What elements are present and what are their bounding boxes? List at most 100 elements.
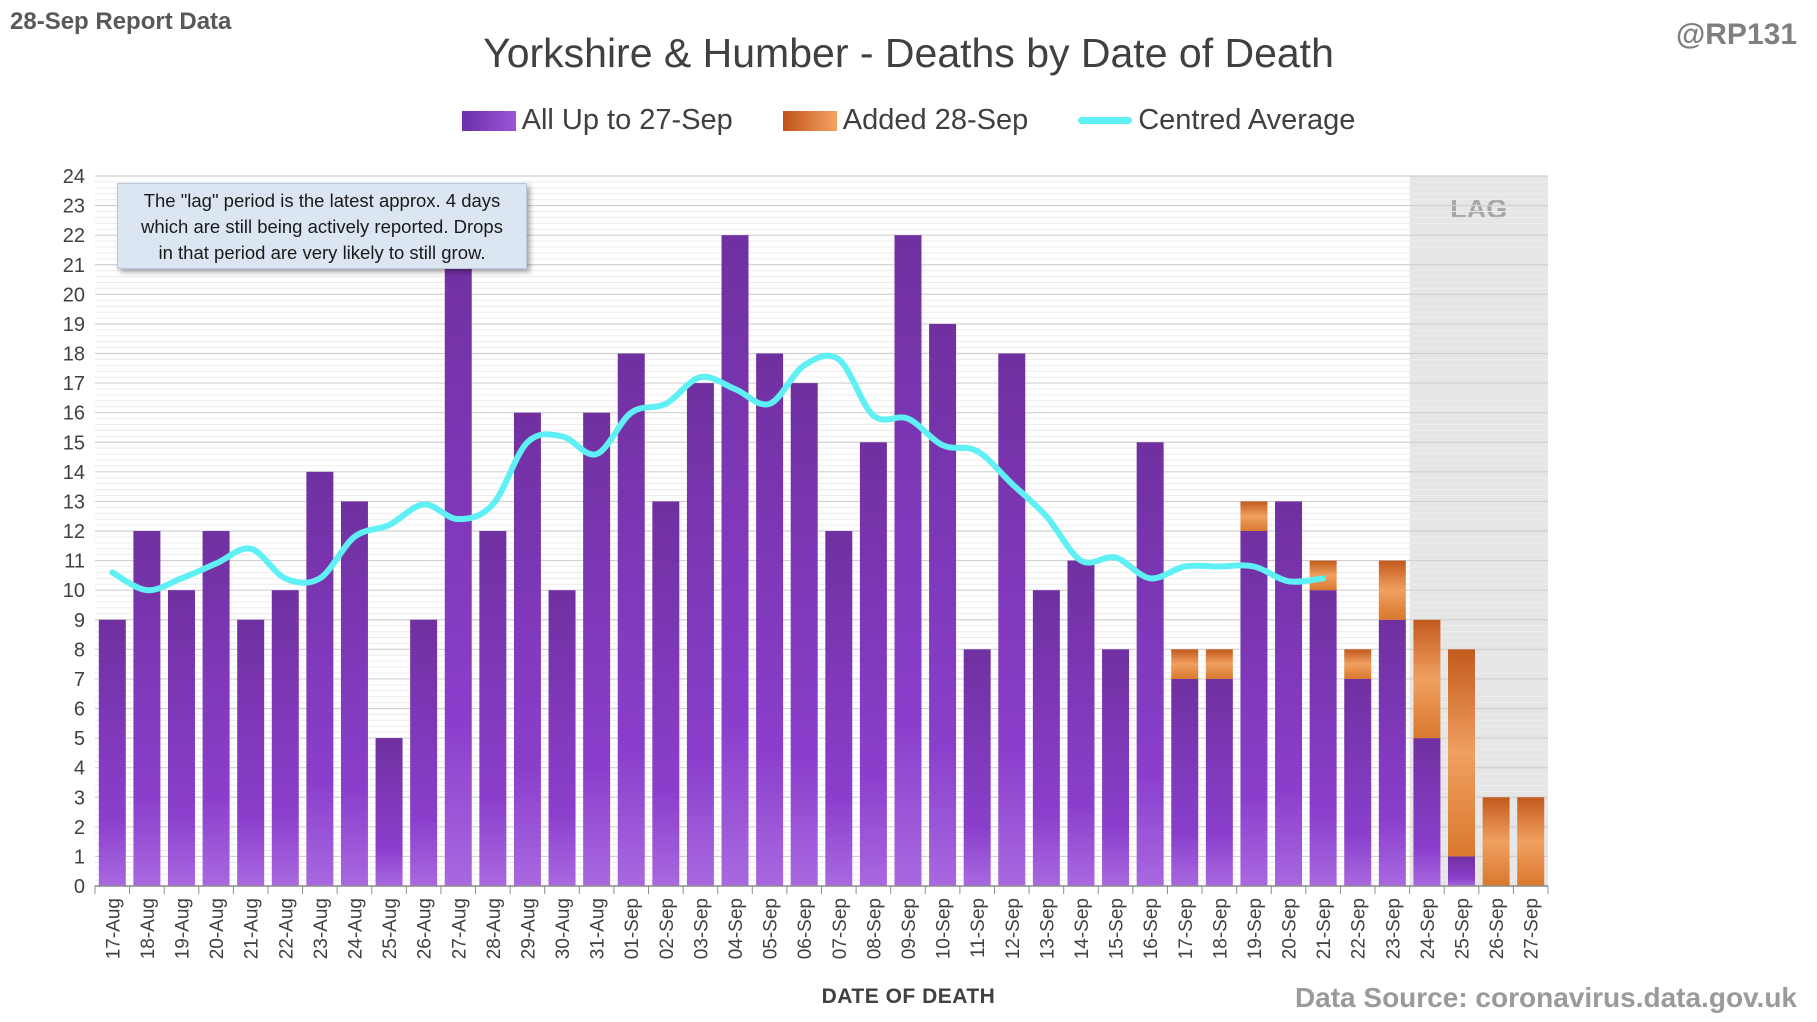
legend-swatch-all [461, 110, 516, 131]
x-tick-label: 20-Sep [1280, 898, 1301, 959]
legend-swatch-added [782, 110, 837, 131]
legend: All Up to 27-Sep Added 28-Sep Centred Av… [0, 104, 1817, 137]
lag-label: LAG [1450, 194, 1507, 224]
bar-all [963, 649, 991, 886]
y-tick-label: 12 [63, 521, 85, 543]
x-tick-label: 27-Sep [1522, 898, 1543, 959]
y-tick-label: 5 [74, 728, 85, 750]
y-tick-label: 0 [74, 876, 85, 898]
bar-all [98, 619, 126, 886]
bar-added [1344, 649, 1372, 679]
x-tick-label: 23-Sep [1383, 898, 1404, 959]
centred-average-line [109, 352, 1327, 594]
bar-all [1032, 590, 1060, 886]
bar-all [756, 353, 784, 886]
legend-label-average: Centred Average [1138, 104, 1356, 136]
x-tick-label: 05-Sep [761, 898, 782, 959]
x-tick-label: 21-Aug [242, 898, 263, 959]
x-tick-label: 22-Sep [1349, 898, 1370, 959]
bar-all [929, 323, 957, 887]
bar-all [1240, 531, 1268, 886]
bar-all [1275, 501, 1303, 886]
y-tick-label: 17 [63, 373, 85, 395]
annotation-line-1: The "lag" period is the latest approx. 4… [143, 190, 501, 211]
x-tick-label: 11-Sep [968, 898, 989, 958]
y-tick-label: 18 [63, 344, 85, 366]
x-tick-label: 22-Aug [276, 898, 297, 959]
bar-all [652, 501, 680, 886]
x-tick-label: 08-Sep [864, 898, 885, 959]
x-tick-label: 04-Sep [726, 898, 747, 959]
y-tick-label: 8 [74, 639, 85, 661]
y-tick-label: 9 [74, 610, 85, 632]
annotation-line-3: in that period are very likely to still … [158, 242, 486, 263]
bar-all [513, 412, 541, 886]
x-tick-label: 17-Aug [103, 898, 124, 959]
bar-all [1102, 649, 1130, 886]
legend-item-added: Added 28-Sep [782, 104, 1029, 137]
x-axis-title: DATE OF DEATH [821, 985, 996, 1008]
bar-all [998, 353, 1026, 886]
bar-all [1448, 856, 1476, 886]
y-tick-label: 2 [74, 817, 85, 839]
y-tick-label: 16 [63, 403, 85, 425]
y-tick-label: 4 [74, 758, 85, 780]
y-tick-label: 6 [74, 699, 85, 721]
x-tick-label: 25-Sep [1453, 898, 1474, 959]
x-tick-label: 25-Aug [380, 898, 401, 959]
x-tick-label: 18-Aug [138, 898, 159, 959]
bar-all [271, 590, 299, 886]
bar-all [410, 619, 438, 886]
legend-label-added: Added 28-Sep [842, 104, 1029, 136]
x-tick-label: 13-Sep [1037, 898, 1058, 959]
bar-added [1482, 797, 1510, 886]
legend-item-all: All Up to 27-Sep [461, 104, 733, 137]
x-tick-label: 17-Sep [1176, 898, 1197, 959]
bar-added [1448, 649, 1476, 857]
x-tick-label: 24-Aug [345, 898, 366, 959]
x-tick-label: 28-Aug [484, 898, 505, 959]
x-tick-label: 21-Sep [1314, 898, 1335, 959]
x-tick-label: 07-Sep [830, 898, 851, 959]
x-tick-label: 20-Aug [207, 898, 228, 959]
bar-all [1344, 678, 1372, 886]
y-tick-label: 21 [63, 255, 85, 277]
y-tick-label: 11 [64, 551, 85, 573]
y-tick-label: 10 [63, 580, 85, 602]
x-tick-label: 24-Sep [1418, 898, 1439, 959]
bar-added [1378, 560, 1406, 620]
x-tick-label: 27-Aug [449, 898, 470, 959]
bar-all [479, 531, 507, 886]
bar-all [721, 235, 749, 886]
x-tick-label: 15-Sep [1107, 898, 1128, 959]
bar-all [444, 235, 472, 886]
legend-item-average: Centred Average [1078, 104, 1355, 137]
bar-all [1171, 678, 1199, 886]
x-tick-label: 19-Aug [172, 898, 193, 959]
annotation-line-2: which are still being actively reported.… [141, 216, 503, 237]
x-tick-label: 09-Sep [899, 898, 920, 959]
x-tick-label: 12-Sep [1003, 898, 1024, 959]
bar-all [548, 590, 576, 886]
data-source: Data Source: coronavirus.data.gov.uk [1294, 982, 1797, 1013]
bar-all [859, 442, 887, 886]
x-tick-label: 06-Sep [795, 898, 816, 959]
bar-all [237, 619, 265, 886]
legend-swatch-average [1078, 117, 1133, 124]
bar-added [1240, 501, 1268, 531]
bar-all [894, 235, 922, 886]
bar-all [1413, 738, 1441, 886]
author-handle: @RP131 [1676, 18, 1797, 51]
bar-all [340, 501, 368, 886]
bar-all [167, 590, 195, 886]
x-tick-label: 02-Sep [657, 898, 678, 959]
chart-title: Yorkshire & Humber - Deaths by Date of D… [483, 30, 1334, 76]
bar-all [202, 531, 230, 886]
y-tick-label: 3 [74, 787, 85, 809]
x-tick-label: 14-Sep [1072, 898, 1093, 959]
bar-all [375, 738, 403, 886]
y-tick-label: 14 [63, 462, 85, 484]
y-tick-label: 22 [63, 225, 85, 247]
